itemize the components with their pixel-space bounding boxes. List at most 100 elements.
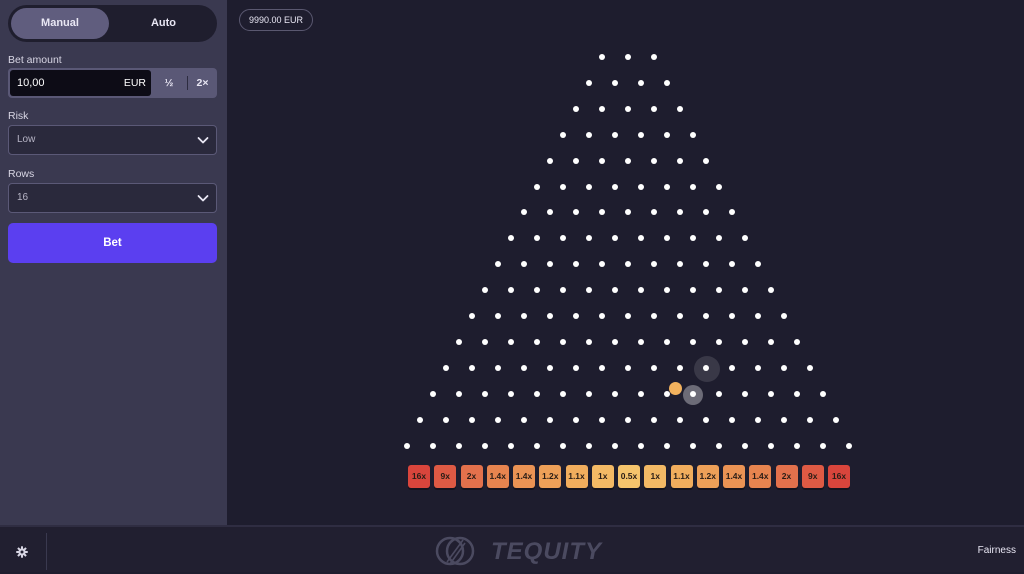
peg [729,261,735,268]
peg [690,287,696,294]
logo-mark-icon [435,536,475,566]
peg [729,364,735,371]
peg [638,442,644,449]
settings-button[interactable] [12,542,32,562]
peg [625,105,631,112]
bet-button[interactable]: Bet [8,223,217,263]
bet-amount-input[interactable]: 10,00 EUR [10,70,151,96]
peg [638,131,644,138]
risk-select[interactable]: Low [8,125,217,155]
gear-icon [16,546,28,558]
peg [495,416,501,423]
peg [573,261,579,268]
peg [781,313,787,319]
peg [807,416,813,423]
balance-badge: 9990.00 EUR [239,9,314,31]
peg [612,131,618,138]
peg [560,287,566,294]
risk-value: Low [17,134,36,145]
peg [456,442,462,449]
peg [677,209,683,216]
peg [482,390,488,397]
multiplier-bucket: 1x [644,465,667,488]
peg [599,364,605,371]
multiplier-bucket: 1.4x [723,465,745,488]
peg [599,261,605,268]
peg [586,338,592,345]
peg [651,157,657,164]
peg [534,338,540,345]
fairness-link[interactable]: Fairness [977,545,1016,556]
multiplier-bucket: 9x [801,465,824,488]
peg [664,338,670,345]
peg [521,416,527,423]
peg [807,364,813,371]
tab-auto[interactable]: Auto [150,17,177,29]
peg [573,313,579,319]
peg [456,338,462,345]
rows-value: 16 [17,192,29,203]
multiplier-bucket: 1.2x [696,465,719,488]
peg [547,416,553,423]
peg [573,364,579,371]
peg [638,338,644,345]
multiplier-bucket: 16x [408,465,430,488]
peg [612,390,618,397]
double-bet-button[interactable]: 2× [196,77,209,89]
multiplier-bucket: 1.4x [749,465,772,488]
peg [781,416,787,423]
multiplier-bucket: 1x [591,465,614,488]
peg [755,416,761,423]
peg [742,287,748,294]
peg [651,105,657,112]
tab-manual[interactable]: Manual [11,8,109,39]
peg [521,261,527,268]
multiplier-bucket: 1.4x [513,465,535,488]
peg [716,235,722,242]
peg [690,390,696,397]
peg [508,287,514,294]
plinko-board: 16x 9x 2x 1.4x 1.4x 1.2x 1.1x 1x 0.5x 1x 1.1x 1.2x 1… [227,0,1024,525]
peg [625,157,631,164]
half-bet-button[interactable]: ½ [164,77,174,89]
peg [742,338,748,345]
peg [404,442,410,449]
peg [547,364,553,371]
peg [703,157,709,164]
peg [716,287,722,294]
chevron-down-icon [197,195,209,202]
peg [690,235,696,242]
peg [625,313,631,319]
peg [586,390,592,397]
peg [586,183,592,190]
peg [573,157,579,164]
peg [534,287,540,294]
peg [651,313,657,319]
peg [820,442,826,449]
peg [508,235,514,242]
peg [768,390,774,397]
multiplier-bucket: 1.1x [670,465,693,488]
peg [664,235,670,242]
peg [716,390,722,397]
peg [677,105,683,112]
bet-amount-group: 10,00 EUR ½ 2× [8,68,217,98]
multiplier-bucket: 0.5x [618,465,640,488]
peg [547,313,553,319]
rows-label: Rows [8,168,35,180]
multiplier-bucket: 1.4x [486,465,509,488]
peg [638,235,644,242]
multiplier-bucket: 1.2x [539,465,562,488]
peg [534,235,540,242]
rows-select[interactable]: 16 [8,183,217,213]
peg [612,338,618,345]
peg [768,338,774,345]
peg [690,131,696,138]
peg [664,287,670,294]
peg [560,338,566,345]
peg [443,416,449,423]
peg [625,209,631,216]
peg [521,364,527,371]
chevron-down-icon [197,137,209,144]
peg [417,416,423,423]
